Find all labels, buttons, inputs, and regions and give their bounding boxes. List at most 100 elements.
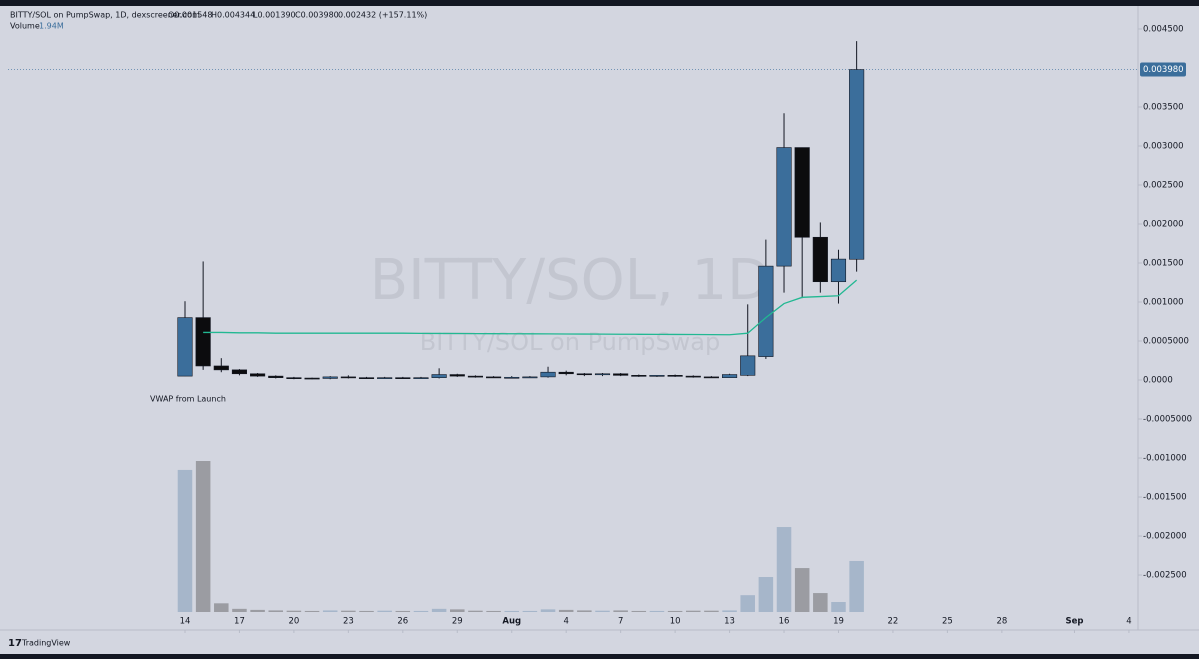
volume-bar <box>431 608 447 612</box>
volume-bar <box>686 610 701 612</box>
y-tick-label: -0.001500 <box>1143 493 1187 503</box>
volume-bar <box>250 609 265 612</box>
watermark: BITTY/SOL, 1D BITTY/SOL on PumpSwap <box>370 248 771 356</box>
volume-bar <box>468 610 483 612</box>
x-tick-label: 16 <box>779 617 790 627</box>
volume-legend-value: 1.94M <box>39 22 64 31</box>
candle-body <box>268 375 284 378</box>
candle-body <box>213 365 229 371</box>
x-tick-label: Aug <box>502 617 521 627</box>
candle-body <box>250 373 266 377</box>
volume-bar <box>486 610 501 612</box>
watermark-subtitle: BITTY/SOL on PumpSwap <box>420 328 721 356</box>
candle-body <box>231 369 248 375</box>
volume-bar <box>849 560 864 612</box>
volume-bar <box>195 461 211 612</box>
volume-bar <box>450 609 465 612</box>
candle-body <box>849 69 865 260</box>
x-tick-label: 4 <box>563 617 568 627</box>
x-tick-label: Sep <box>1065 617 1083 627</box>
candle-body <box>776 147 792 267</box>
volume-bar <box>813 593 828 612</box>
ohlc-legend: L0.001390 <box>253 11 296 20</box>
candle-body <box>667 375 683 377</box>
candle-body <box>794 147 810 238</box>
x-tick-label: 13 <box>724 617 735 627</box>
volume-bar <box>359 610 374 612</box>
ohlc-legend: 0.002432 (+157.11%) <box>338 11 427 20</box>
volume-bar <box>286 610 302 612</box>
volume-bar <box>577 610 592 612</box>
candle-body <box>812 236 828 283</box>
candle-body <box>594 373 611 376</box>
candle-body <box>177 317 193 377</box>
x-tick-label: 20 <box>288 617 299 627</box>
brand-logo: 17 <box>8 638 22 649</box>
y-tick-label: 0.0005000 <box>1143 337 1189 347</box>
candle-body <box>558 371 574 375</box>
vwap-line <box>203 279 858 336</box>
volume-bar <box>595 610 610 612</box>
brand-name: TradingView <box>21 639 71 648</box>
x-tick-label: 4 <box>1126 617 1131 627</box>
volume-bar <box>522 610 538 612</box>
y-tick-label: 0.002000 <box>1143 219 1184 229</box>
candle-body <box>703 376 719 379</box>
candle-body <box>358 377 375 379</box>
candle-body <box>340 376 356 379</box>
volume-bar <box>722 610 737 612</box>
volume-bar <box>831 602 846 612</box>
x-tick-label: 28 <box>996 617 1007 627</box>
x-tick-label: 7 <box>618 617 623 627</box>
y-tick-label: 0.003000 <box>1143 141 1184 151</box>
volume-bar <box>304 610 320 612</box>
y-tick-label: 0.003500 <box>1143 102 1184 112</box>
volume-bar <box>631 610 647 612</box>
candle-body <box>467 375 483 378</box>
chart-title: BITTY/SOL on PumpSwap, 1D, dexscreener.c… <box>10 11 200 20</box>
candle-body <box>304 377 320 380</box>
candle-body <box>740 355 756 376</box>
ohlc-legend: O0.001548 <box>168 11 212 20</box>
volume-legend-name: Volume <box>10 22 40 31</box>
volume-bar <box>740 595 755 612</box>
candle-body <box>395 377 411 379</box>
y-tick-label: 0.001500 <box>1143 259 1184 269</box>
candle-body <box>576 373 592 376</box>
volume-bar <box>540 609 556 612</box>
x-tick-label: 23 <box>343 617 354 627</box>
candle-body <box>540 371 556 378</box>
volume-bar <box>341 610 356 612</box>
volume-bar <box>268 610 284 612</box>
y-tick-label: -0.002000 <box>1143 532 1187 542</box>
ohlc-legend: H0.004344 <box>211 11 255 20</box>
volume-bar <box>613 610 628 612</box>
candle-body <box>322 376 338 379</box>
volume-bar <box>776 527 792 612</box>
brand: 17 TradingView <box>8 638 71 649</box>
candle-body <box>504 376 520 379</box>
y-tick-label: -0.0005000 <box>1143 415 1192 425</box>
candle-body <box>486 376 502 379</box>
x-tick-label: 17 <box>234 617 245 627</box>
candle-body <box>631 375 647 377</box>
x-tick-label: 25 <box>942 617 953 627</box>
x-tick-label: 26 <box>397 617 408 627</box>
last-price-label: 0.003980 <box>1143 65 1184 75</box>
volume-bar <box>704 610 719 612</box>
candle-body <box>649 375 665 377</box>
volume-bar <box>558 609 574 612</box>
y-tick-label: 0.0000 <box>1143 376 1173 386</box>
vwap-label: VWAP from Launch <box>150 395 226 404</box>
ohlc-legend: C0.003980 <box>295 11 339 20</box>
volume-bar <box>377 610 392 612</box>
x-tick-label: 22 <box>888 617 899 627</box>
last-price-badge <box>1140 62 1186 77</box>
volume-bar <box>214 603 229 612</box>
candle-body <box>449 374 465 377</box>
volume-bar <box>232 608 247 612</box>
volume-bar <box>667 610 683 612</box>
watermark-title: BITTY/SOL, 1D <box>370 248 771 313</box>
candle-body <box>758 265 774 357</box>
